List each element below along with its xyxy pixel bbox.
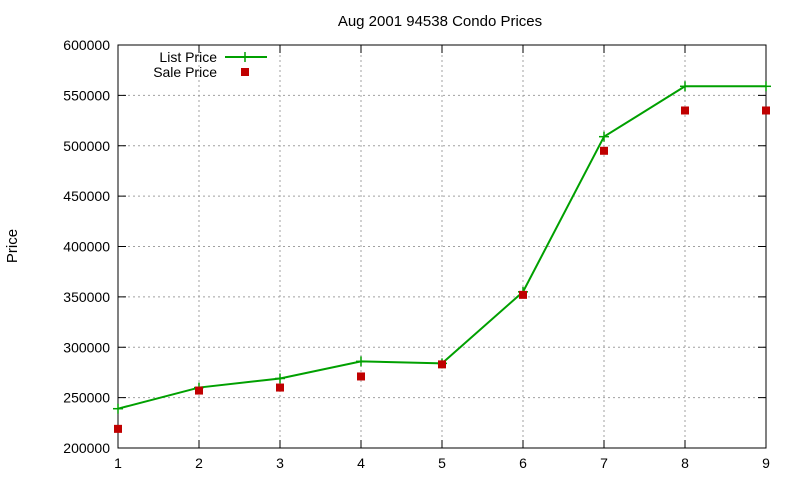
list-price-point-7	[599, 131, 609, 142]
y-tick-label-1: 250000	[63, 390, 110, 406]
sale-price-point-3	[276, 383, 284, 392]
y-tick-label-2: 300000	[63, 339, 110, 355]
y-axis-label: Price	[4, 229, 21, 263]
x-tick-label-4: 5	[438, 455, 446, 471]
x-tick-label-5: 6	[519, 455, 527, 471]
x-tick-label-0: 1	[114, 455, 122, 471]
grid	[118, 45, 766, 448]
sale-price-point-9	[762, 106, 770, 115]
y-tick-label-4: 400000	[63, 239, 110, 255]
x-tick-label-1: 2	[195, 455, 203, 471]
axes: 200000 250000 300000 350000 400000 450000 5000…	[63, 37, 770, 471]
legend-label-list-price: List Price	[159, 49, 217, 65]
y-tick-label-8: 600000	[63, 37, 110, 53]
sale-price-point-6	[519, 290, 527, 299]
list-price-point-8	[680, 81, 690, 92]
sale-price-point-7	[600, 146, 608, 155]
sale-price-point-8	[681, 106, 689, 115]
y-tick-label-5: 450000	[63, 188, 110, 204]
sale-price-point-4	[357, 372, 365, 381]
sale-price-point-1	[114, 424, 122, 433]
legend-label-sale-price: Sale Price	[153, 64, 217, 80]
list-price-point-9	[761, 81, 771, 92]
series	[113, 81, 771, 433]
x-tick-label-7: 8	[681, 455, 689, 471]
legend-swatch-sale-price	[241, 68, 249, 76]
list-price-point-3	[275, 373, 285, 384]
list-price-point-4	[356, 356, 366, 367]
x-tick-label-8: 9	[762, 455, 770, 471]
y-tick-label-6: 500000	[63, 138, 110, 154]
x-tick-label-6: 7	[600, 455, 608, 471]
y-tick-label-0: 200000	[63, 440, 110, 456]
x-tick-label-3: 4	[357, 455, 365, 471]
y-tick-label-3: 350000	[63, 289, 110, 305]
y-tick-label-7: 550000	[63, 87, 110, 103]
x-tick-label-2: 3	[276, 455, 284, 471]
chart-title: Aug 2001 94538 Condo Prices	[338, 13, 542, 30]
sale-price-point-2	[195, 386, 203, 395]
sale-price-point-5	[438, 360, 446, 369]
list-price-point-1	[113, 403, 123, 414]
